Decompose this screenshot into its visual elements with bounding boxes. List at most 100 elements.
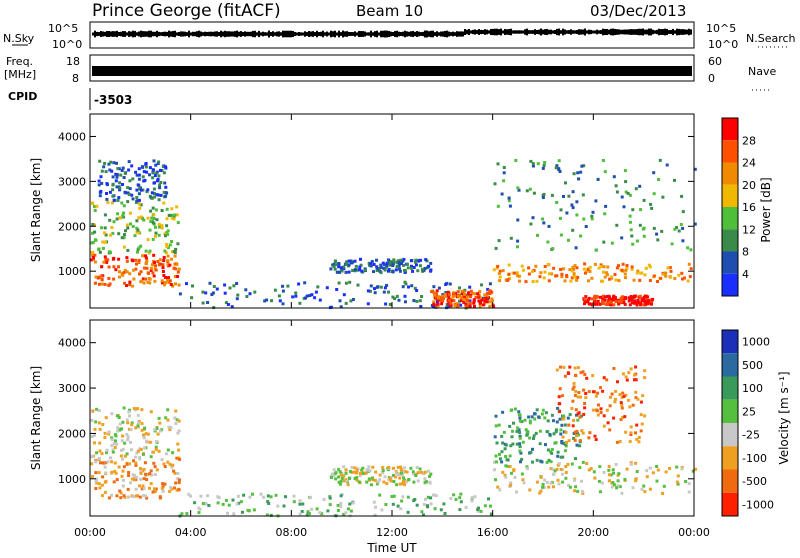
power-cell [560,275,564,279]
power-cell [532,268,536,272]
velocity-cell [470,499,474,503]
velocity-cell [574,457,577,461]
power-cell [104,258,108,262]
power-cell [643,296,646,300]
velocity-cell [298,499,302,503]
velocity-cell [459,492,463,496]
power-cell [642,303,646,307]
power-cell [572,274,576,278]
power-cell [177,283,181,287]
velocity-cell [576,366,580,370]
power-cell [106,258,110,262]
power-cell [190,296,194,300]
power-cell [601,294,605,298]
velocity-cell [526,430,530,434]
velocity-cell [334,471,338,475]
power-cell [235,297,239,301]
velocity-cell [612,471,615,475]
power-cell [531,162,535,166]
velocity-cell [391,502,395,506]
velocity-cell [541,485,545,489]
power-cell [90,258,94,262]
velocity-cell [524,428,528,432]
velocity-cell [449,496,453,500]
velocity-cell [180,512,184,516]
power-cell [164,281,167,285]
velocity-cell [90,419,94,422]
noise-left-tick-high: 10^5 [48,22,78,35]
velocity-cell [620,395,624,399]
velocity-cell [135,451,139,455]
velocity-cell [401,470,405,474]
power-cell [681,210,685,214]
power-cell [638,223,642,227]
power-cell [158,183,162,187]
velocity-cell [118,428,122,432]
velocity-cell [575,434,578,438]
power-cell [160,226,164,230]
power-cell [144,162,148,165]
power-cell [153,174,157,178]
x-tick-label: 04:00 [175,526,207,539]
velocity-cell [495,441,499,445]
velocity-cell [168,428,172,432]
velocity-cell [118,422,122,426]
power-cell [122,176,126,179]
power-cell [112,265,116,269]
velocity-cell [578,444,582,448]
power-cell [130,164,134,168]
velocity-cell [509,444,513,448]
velocity-cell [597,479,601,483]
power-cell [91,231,95,235]
power-cell [151,176,155,180]
velocity-cell [629,425,633,429]
velocity-cell [626,398,630,402]
velocity-cell [633,378,636,382]
velocity-cell [584,392,588,395]
velocity-cell [337,480,341,484]
power-cell [659,276,663,280]
power-cell [534,264,538,268]
power-cell [128,179,132,183]
velocity-cell [656,468,660,472]
velocity-cell [573,366,577,370]
power-cell [93,253,97,257]
velocity-cell [636,397,640,401]
power-cell [484,296,488,300]
power-ytick-label: 3000 [58,175,86,188]
velocity-cell [174,422,178,425]
power-cell [539,271,543,275]
velocity-cell [163,482,167,486]
velocity-cell [581,491,585,495]
velocity-cell [532,437,535,440]
velocity-colorbar-swatch [722,469,738,493]
velocity-cell [134,487,138,491]
power-colorbar-swatch [722,162,738,185]
power-cell [153,279,157,283]
velocity-cell [648,466,652,470]
power-cell [436,296,440,300]
noise-left-tick-low: 10^0 [52,38,82,51]
power-cell [91,201,95,205]
velocity-cell [517,410,521,414]
velocity-cell [442,502,446,506]
velocity-cell [322,497,326,501]
velocity-cell [563,449,567,453]
velocity-cell [528,421,532,425]
velocity-cell [166,460,170,464]
velocity-cell [265,513,269,517]
velocity-cell [142,494,146,497]
velocity-cell [143,446,147,450]
power-cell [603,275,607,279]
velocity-cell [173,416,177,420]
power-cell [594,296,598,300]
power-cell [191,284,194,288]
velocity-cell [687,482,691,486]
velocity-cell [501,470,505,474]
velocity-cell [267,502,271,505]
power-cell [123,233,126,237]
power-cell [496,264,500,268]
velocity-cell [315,507,319,511]
velocity-cell [93,427,97,431]
